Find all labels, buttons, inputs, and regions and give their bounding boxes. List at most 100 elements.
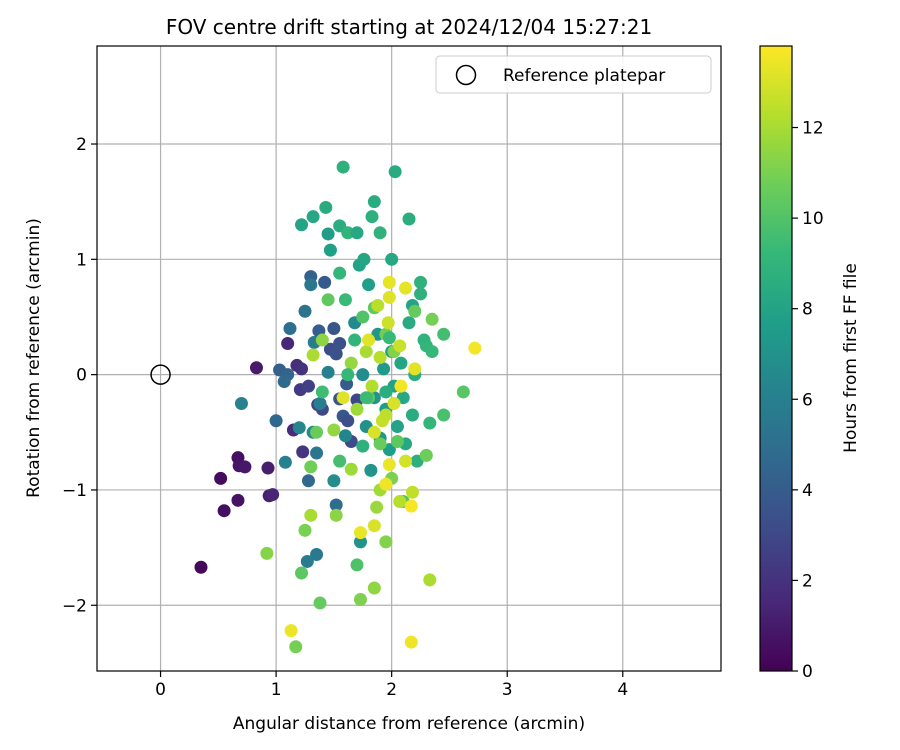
- data-point: [321, 293, 335, 307]
- colorbar-tick-label: 6: [802, 390, 813, 410]
- data-point: [269, 414, 283, 428]
- data-points: [194, 160, 482, 654]
- data-point: [348, 333, 362, 347]
- data-point: [379, 408, 393, 422]
- data-point: [319, 200, 333, 214]
- data-point: [344, 462, 358, 476]
- data-point: [260, 546, 274, 560]
- data-point: [356, 439, 370, 453]
- data-point: [333, 337, 347, 351]
- data-point: [350, 402, 364, 416]
- data-point: [373, 437, 387, 451]
- data-point: [390, 420, 404, 434]
- data-point: [310, 446, 324, 460]
- data-point: [353, 593, 367, 607]
- data-point: [404, 635, 418, 649]
- data-point: [313, 596, 327, 610]
- data-point: [359, 391, 373, 405]
- data-point: [310, 548, 324, 562]
- data-point: [289, 640, 303, 654]
- data-point: [393, 339, 407, 353]
- data-point: [306, 210, 320, 224]
- legend-box: [435, 55, 712, 94]
- data-point: [408, 362, 422, 376]
- data-point: [266, 488, 280, 502]
- colorbar-tick-label: 10: [802, 209, 824, 229]
- data-point: [329, 508, 343, 522]
- data-point: [371, 298, 385, 312]
- x-tick-label: 3: [502, 680, 513, 700]
- data-point: [234, 396, 248, 410]
- colorbar-tick-label: 2: [802, 571, 813, 591]
- data-point: [404, 499, 418, 513]
- x-tick-label: 0: [155, 680, 166, 700]
- data-point: [402, 212, 416, 226]
- data-point: [387, 396, 401, 410]
- data-point: [300, 554, 314, 568]
- data-point: [362, 333, 376, 347]
- data-point: [359, 345, 373, 359]
- x-axis-ticks: 0 1 2 3 4: [155, 671, 628, 700]
- data-point: [333, 266, 347, 280]
- plot-area: [97, 46, 721, 671]
- data-point: [399, 454, 413, 468]
- data-point: [249, 361, 263, 375]
- data-point: [310, 425, 324, 439]
- data-point: [399, 281, 413, 295]
- data-point: [315, 385, 329, 399]
- data-point: [238, 460, 252, 474]
- data-point: [437, 408, 451, 422]
- data-point: [423, 416, 437, 430]
- data-point: [410, 454, 424, 468]
- data-point: [353, 526, 367, 540]
- data-point: [356, 310, 370, 324]
- data-point: [278, 455, 292, 469]
- data-point: [194, 560, 208, 574]
- data-point: [344, 356, 358, 370]
- data-point: [367, 519, 381, 533]
- plot-frame: [96, 45, 722, 672]
- data-point: [379, 385, 393, 399]
- colorbar-tick-label: 12: [802, 119, 824, 139]
- data-point: [382, 331, 396, 345]
- data-point: [329, 498, 343, 512]
- data-point: [318, 275, 332, 289]
- data-point: [370, 500, 384, 514]
- data-point: [365, 379, 379, 393]
- data-point: [315, 333, 329, 347]
- y-tick-label: −2: [62, 596, 87, 616]
- x-axis-label: Angular distance from reference (arcmin): [233, 714, 585, 734]
- data-point: [281, 337, 295, 351]
- data-point: [329, 347, 343, 361]
- x-tick-label: 1: [271, 680, 282, 700]
- x-tick-label: 4: [617, 680, 628, 700]
- data-point: [338, 429, 352, 443]
- y-axis-label: Rotation from reference (arcmin): [24, 218, 44, 498]
- data-point: [367, 425, 381, 439]
- data-point: [295, 218, 309, 232]
- colorbar-tick-label: 8: [802, 300, 813, 320]
- y-tick-label: 0: [76, 366, 87, 386]
- data-point: [350, 226, 364, 240]
- colorbar-frame: [759, 45, 793, 672]
- data-point: [405, 485, 419, 499]
- data-point: [231, 493, 245, 507]
- data-point: [379, 477, 393, 491]
- data-point: [396, 391, 410, 405]
- data-point: [336, 391, 350, 405]
- data-point: [327, 474, 341, 488]
- data-point: [306, 348, 320, 362]
- data-point: [304, 508, 318, 522]
- data-point: [298, 523, 312, 537]
- data-point: [362, 278, 376, 292]
- colorbar-tick-label: 0: [802, 662, 813, 682]
- data-point: [350, 558, 364, 572]
- legend-label: Reference platepar: [503, 66, 665, 86]
- y-tick-label: 1: [76, 250, 87, 270]
- data-point: [292, 421, 306, 435]
- data-point: [283, 322, 297, 336]
- data-point: [414, 287, 428, 301]
- data-point: [382, 290, 396, 304]
- data-point: [373, 226, 387, 240]
- data-point: [321, 365, 335, 379]
